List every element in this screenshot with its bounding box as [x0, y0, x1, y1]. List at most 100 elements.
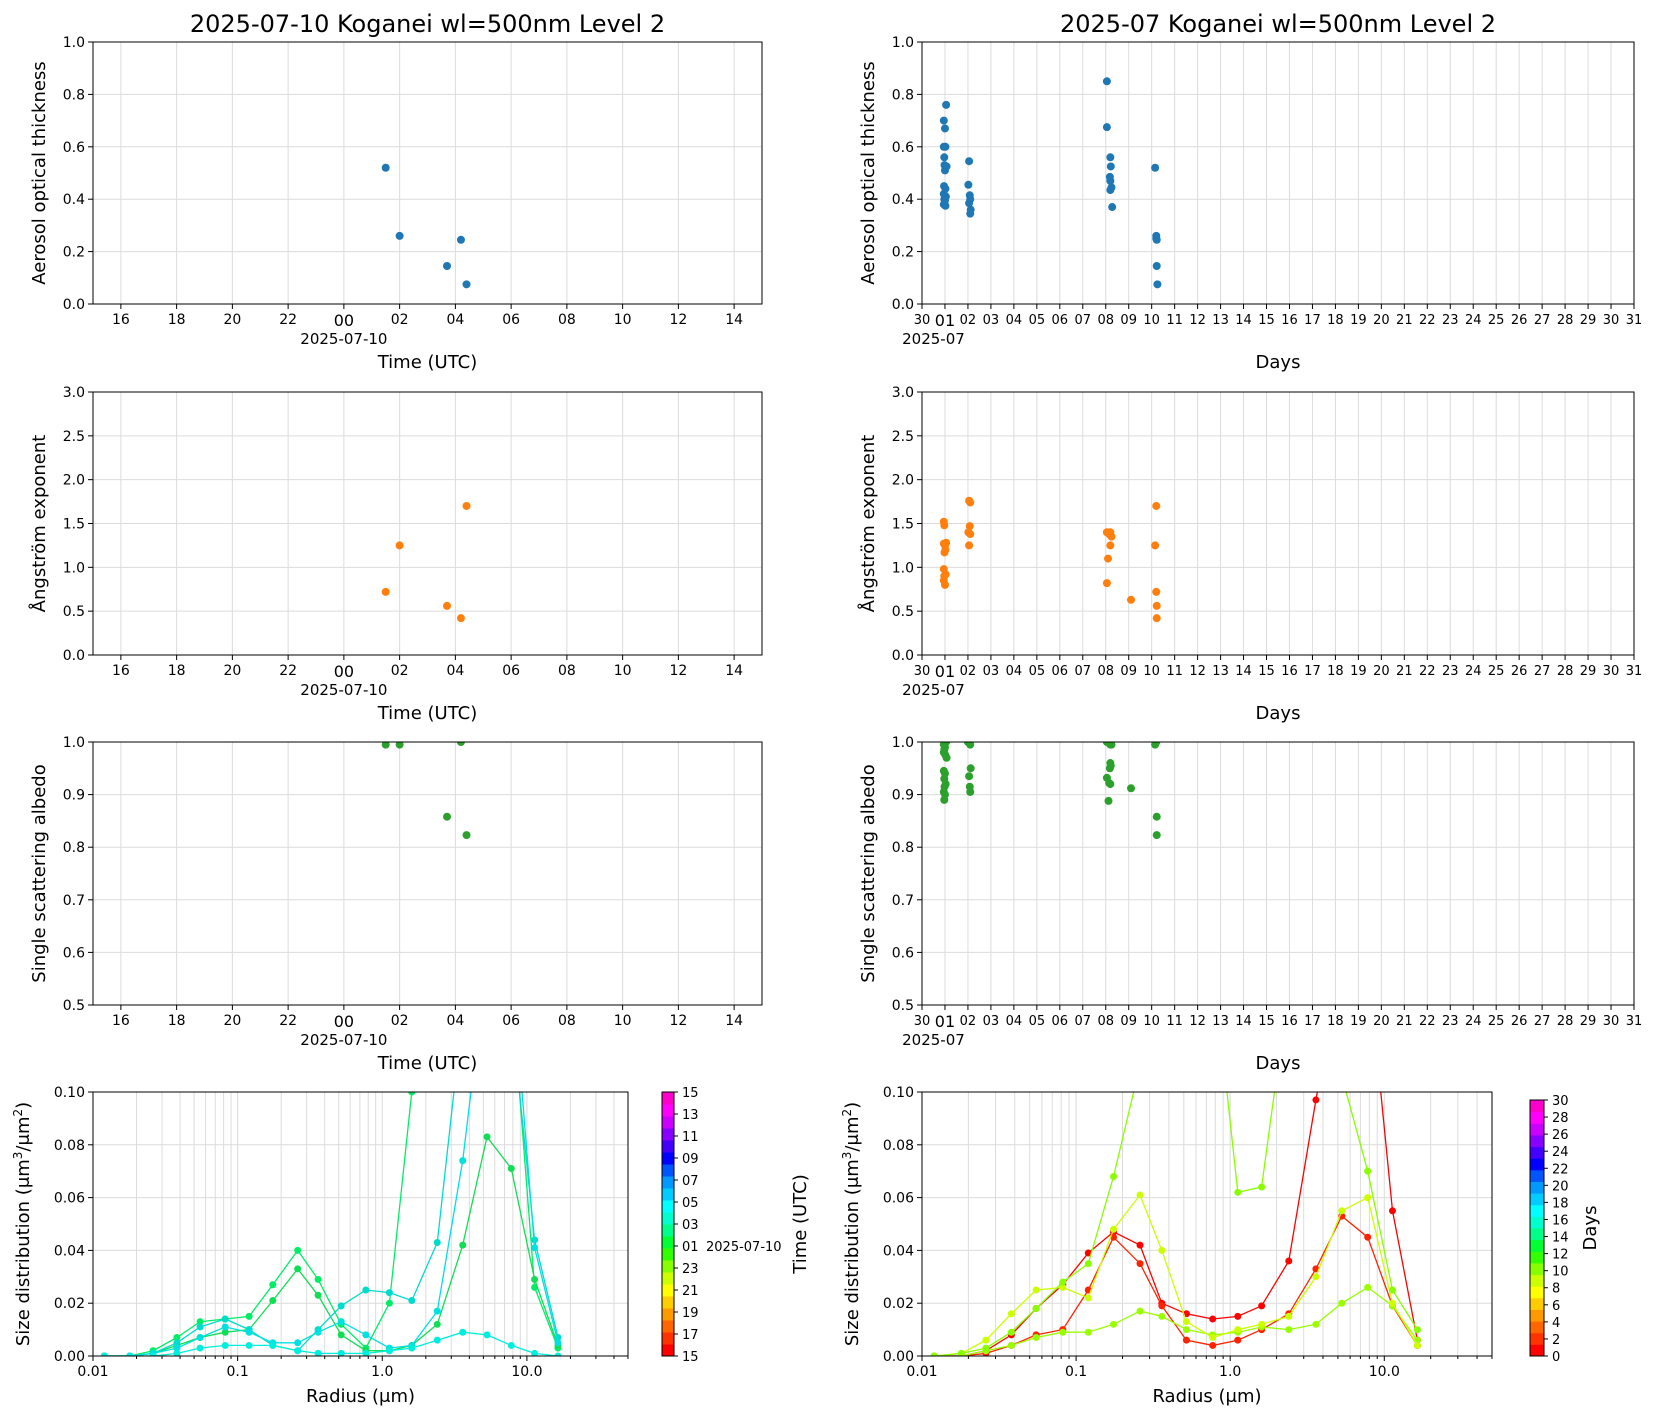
colorbar-swatch — [662, 1200, 674, 1213]
data-point — [100, 1352, 108, 1356]
data-point — [1285, 983, 1292, 990]
x-tick-label: 16 — [112, 312, 130, 328]
data-point — [1102, 77, 1111, 86]
data-point — [1110, 1172, 1118, 1180]
x-tick-label: 24 — [1465, 664, 1482, 679]
y-tick-label: 1.0 — [892, 560, 914, 576]
x-tick-label: 03 — [983, 313, 1000, 328]
colorbar-swatch — [662, 1260, 674, 1273]
colorbar-label: Days — [1580, 1206, 1601, 1251]
data-point — [1182, 1326, 1190, 1334]
y-axis-label-part: 2 — [840, 1109, 854, 1117]
x-tick-label: 12 — [669, 312, 687, 328]
colorbar-tick-label: 22 — [1552, 1162, 1569, 1177]
data-point — [1338, 1073, 1345, 1080]
colorbar-tick-label: 15 — [682, 1086, 699, 1101]
x-tick-label: 08 — [1097, 664, 1114, 679]
x-tick-label: 20 — [223, 1013, 241, 1029]
x-tick-label: 15 — [1258, 313, 1275, 328]
colorbar-swatch — [1530, 1239, 1544, 1252]
x-tick-label: 19 — [1350, 664, 1367, 679]
colorbar-swatch — [1530, 1158, 1544, 1171]
y-tick-label: 0.7 — [63, 893, 85, 909]
y-axis-label-part: /μm — [13, 1116, 34, 1151]
data-point — [531, 1349, 539, 1356]
data-point — [1102, 579, 1111, 588]
data-point — [221, 1315, 229, 1323]
y-tick-label: 0.8 — [63, 840, 85, 856]
y-axis-label-part: ) — [13, 1102, 34, 1109]
data-point — [1209, 1341, 1217, 1349]
data-point — [395, 541, 404, 550]
data-point — [221, 1328, 229, 1336]
series-day-09 — [930, 1191, 1421, 1356]
data-point — [433, 1307, 441, 1315]
data-point — [484, 930, 491, 937]
x-tick-label: 02 — [960, 664, 977, 679]
colorbar-swatch — [662, 1164, 674, 1177]
data-point — [1312, 1320, 1320, 1328]
grid — [921, 41, 1635, 305]
data-point — [1136, 1191, 1144, 1199]
y-tick-label: 1.0 — [63, 35, 85, 51]
data-point — [269, 1341, 277, 1349]
colorbar-swatch — [662, 1212, 674, 1225]
colorbar-tick-label: 4 — [1552, 1316, 1560, 1331]
colorbar-swatch — [662, 1344, 674, 1357]
colorbar-tick-label: 03 — [682, 1218, 699, 1233]
y-tick-label: 0.00 — [54, 1349, 85, 1365]
data-point — [1152, 601, 1161, 610]
colorbar-tick-label: 10 — [1552, 1265, 1569, 1280]
grid — [921, 1091, 1493, 1357]
x-tick-label: 12 — [1189, 664, 1206, 679]
x-tick-label: 00 — [334, 311, 354, 330]
chart-ssa-day: 0.5 0.6 0.7 0.8 0.9 1.0 16 18 20 22 00 02 04 06 08 10 12… — [29, 735, 763, 1074]
data-point — [1364, 957, 1371, 964]
data-point — [1234, 1336, 1242, 1344]
colorbar-swatch — [1530, 1123, 1544, 1136]
colorbar-tick-label: 24 — [1552, 1145, 1569, 1160]
x-tick-label: 22 — [1419, 1014, 1436, 1029]
data-point — [1364, 1283, 1372, 1291]
x-tick-label: 02 — [391, 1013, 409, 1029]
colorbar-swatch — [662, 1320, 674, 1333]
x-tick-label: 15 — [1258, 664, 1275, 679]
data-point — [434, 930, 441, 937]
y-axis-label: Ångström exponent — [28, 435, 50, 613]
data-point — [1153, 280, 1162, 289]
colorbar-frame — [1529, 1099, 1545, 1357]
y-axis-label-part: /μm — [842, 1116, 863, 1151]
chart-ssa-month: 0.5 0.6 0.7 0.8 0.9 1.0 30 01 02 03 04 05 06 07 08 09 10… — [858, 735, 1642, 1074]
x-axis-label: Time (UTC) — [377, 352, 478, 373]
colorbar-tick-label: 12 — [1552, 1248, 1569, 1263]
data-point — [1158, 957, 1165, 964]
y-tick-label: 0.08 — [883, 1138, 914, 1154]
colorbar-tick-label: 17 — [682, 1328, 699, 1343]
series-line — [934, 1193, 1418, 1356]
data-point — [1107, 532, 1116, 541]
x-tick-label: 16 — [112, 663, 130, 679]
data-point — [1285, 1312, 1293, 1320]
date-label: 2025-07 — [902, 681, 965, 699]
y-tick-label: 0.6 — [892, 140, 914, 156]
x-tick-label: 11 — [1166, 664, 1183, 679]
plot-frame — [92, 1091, 629, 1357]
y-tick-label: 2.0 — [892, 473, 914, 489]
x-tick-label: 25 — [1488, 313, 1505, 328]
x-tick-label: 30 — [914, 664, 931, 679]
x-tick-label: 11 — [1166, 1014, 1183, 1029]
x-tick-label: 10 — [1143, 664, 1160, 679]
y-tick-label: 0.04 — [54, 1243, 85, 1259]
data-point — [221, 1341, 229, 1349]
data-point — [337, 1349, 345, 1356]
y-axis-label: Single scattering albedo — [858, 764, 879, 982]
x-tick-label: 18 — [1327, 313, 1344, 328]
y-tick-label: 0.8 — [63, 87, 85, 103]
data-point — [1158, 1246, 1166, 1254]
data-point — [1059, 1328, 1067, 1336]
x-tick-label: 12 — [669, 663, 687, 679]
y-axis-label: Size distribution (μm3/μm2) — [840, 1102, 863, 1346]
date-label: 2025-07-10 — [300, 330, 387, 348]
x-tick-label: 14 — [1235, 313, 1252, 328]
